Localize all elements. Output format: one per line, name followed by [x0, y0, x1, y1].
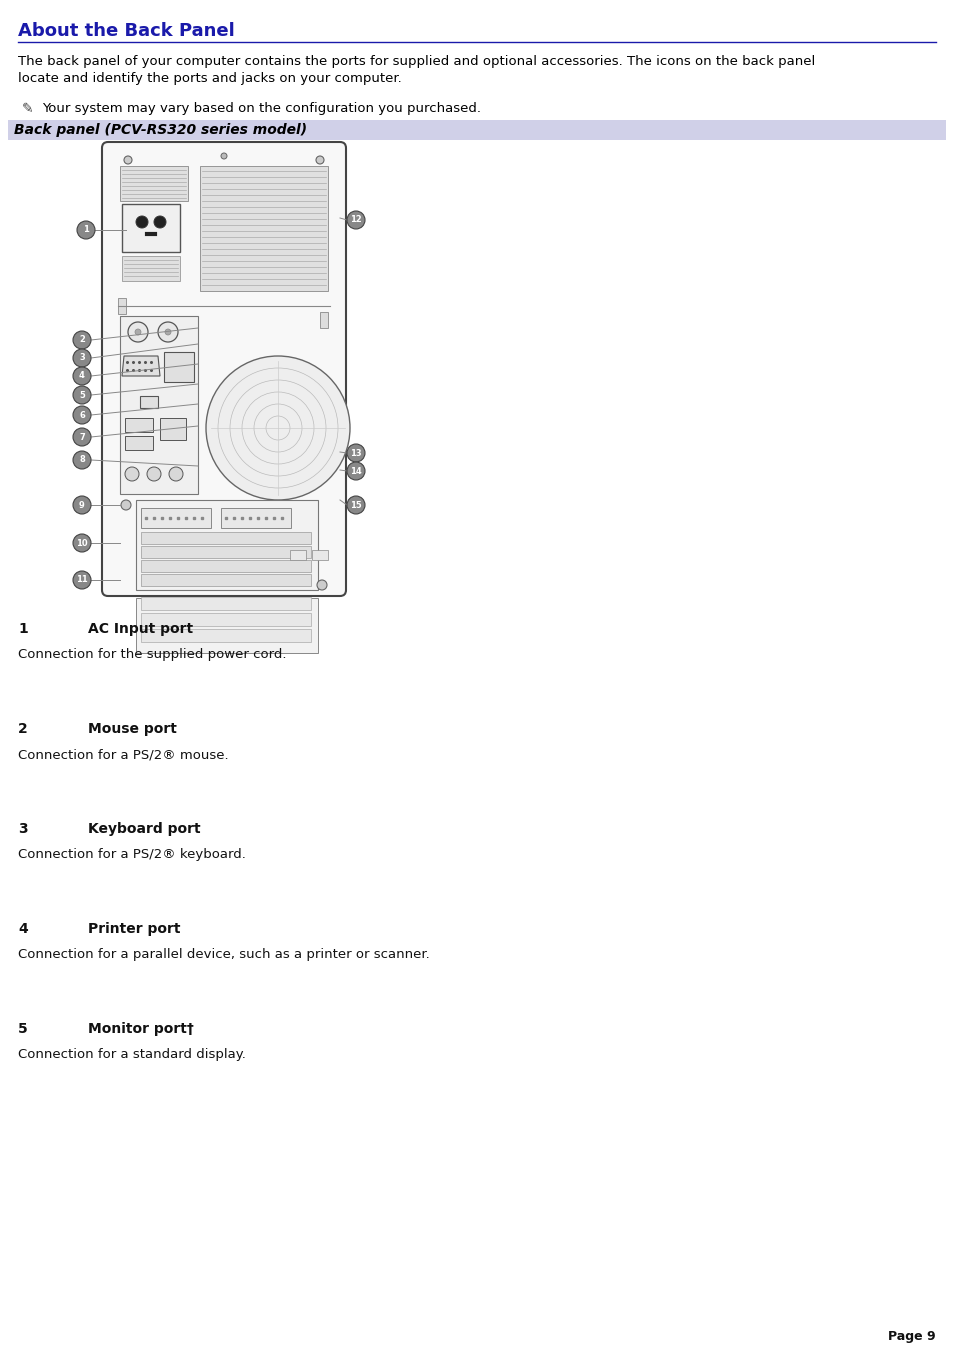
Circle shape	[73, 534, 91, 553]
Circle shape	[347, 462, 365, 480]
Circle shape	[73, 496, 91, 513]
Bar	[125, 436, 152, 450]
Text: 7: 7	[79, 432, 85, 442]
Text: 12: 12	[350, 216, 361, 224]
Bar	[141, 630, 311, 642]
Text: 3: 3	[18, 821, 28, 836]
Text: Keyboard port: Keyboard port	[88, 821, 200, 836]
Circle shape	[73, 331, 91, 349]
Circle shape	[73, 386, 91, 404]
Circle shape	[124, 155, 132, 163]
Text: 1: 1	[83, 226, 89, 235]
Bar	[118, 299, 126, 313]
Text: Connection for a standard display.: Connection for a standard display.	[18, 1048, 246, 1061]
Circle shape	[73, 367, 91, 385]
Bar	[141, 597, 311, 611]
Text: Printer port: Printer port	[88, 921, 180, 936]
Circle shape	[347, 496, 365, 513]
Text: Connection for the supplied power cord.: Connection for the supplied power cord.	[18, 648, 286, 661]
Bar	[8, 120, 945, 141]
Circle shape	[73, 451, 91, 469]
Text: 2: 2	[18, 721, 28, 736]
Text: Connection for a parallel device, such as a printer or scanner.: Connection for a parallel device, such a…	[18, 948, 429, 961]
Circle shape	[347, 211, 365, 230]
Circle shape	[73, 407, 91, 424]
Text: 5: 5	[79, 390, 85, 400]
Text: 2: 2	[79, 335, 85, 345]
Text: About the Back Panel: About the Back Panel	[18, 22, 234, 41]
Bar	[136, 500, 317, 590]
Circle shape	[77, 222, 95, 239]
Bar	[140, 396, 158, 408]
Text: 6: 6	[79, 411, 85, 420]
Bar	[122, 204, 180, 253]
Text: 14: 14	[350, 466, 361, 476]
Text: 11: 11	[76, 576, 88, 585]
Circle shape	[73, 428, 91, 446]
Circle shape	[206, 357, 350, 500]
Text: Connection for a PS/2® mouse.: Connection for a PS/2® mouse.	[18, 748, 229, 761]
Bar	[141, 532, 311, 544]
Text: 8: 8	[79, 455, 85, 465]
Circle shape	[147, 467, 161, 481]
Text: 10: 10	[76, 539, 88, 547]
Bar	[319, 312, 328, 328]
Bar	[141, 561, 311, 571]
Text: ✎: ✎	[22, 101, 33, 116]
Text: 9: 9	[79, 500, 85, 509]
Circle shape	[125, 467, 139, 481]
Circle shape	[73, 571, 91, 589]
Bar	[160, 417, 186, 440]
Text: AC Input port: AC Input port	[88, 621, 193, 636]
Circle shape	[128, 322, 148, 342]
Text: 4: 4	[18, 921, 28, 936]
Bar	[141, 546, 311, 558]
Text: Page 9: Page 9	[887, 1329, 935, 1343]
Text: Mouse port: Mouse port	[88, 721, 176, 736]
Bar	[141, 574, 311, 586]
Polygon shape	[122, 357, 160, 376]
Bar	[120, 316, 198, 494]
Bar	[290, 550, 306, 561]
Circle shape	[347, 444, 365, 462]
Text: 4: 4	[79, 372, 85, 381]
Bar	[164, 353, 193, 382]
Text: Monitor port†: Monitor port†	[88, 1021, 193, 1036]
Text: Your system may vary based on the configuration you purchased.: Your system may vary based on the config…	[42, 101, 480, 115]
Circle shape	[169, 467, 183, 481]
Circle shape	[165, 330, 171, 335]
Text: 13: 13	[350, 449, 361, 458]
Bar	[200, 166, 328, 290]
Bar	[221, 508, 291, 528]
Bar	[141, 613, 311, 626]
Bar	[141, 508, 211, 528]
Circle shape	[135, 330, 141, 335]
Circle shape	[315, 155, 324, 163]
Circle shape	[136, 216, 148, 228]
Circle shape	[73, 349, 91, 367]
Circle shape	[158, 322, 178, 342]
Text: 1: 1	[18, 621, 28, 636]
Bar	[125, 417, 152, 432]
Circle shape	[153, 216, 166, 228]
Text: Back panel (PCV-RS320 series model): Back panel (PCV-RS320 series model)	[14, 123, 307, 136]
Text: 15: 15	[350, 500, 361, 509]
Text: locate and identify the ports and jacks on your computer.: locate and identify the ports and jacks …	[18, 72, 401, 85]
Text: Connection for a PS/2® keyboard.: Connection for a PS/2® keyboard.	[18, 848, 246, 861]
Bar	[136, 598, 317, 653]
Bar	[312, 550, 328, 561]
Circle shape	[121, 500, 131, 509]
Circle shape	[316, 580, 327, 590]
Circle shape	[221, 153, 227, 159]
FancyBboxPatch shape	[102, 142, 346, 596]
Bar	[122, 255, 180, 281]
Text: 5: 5	[18, 1021, 28, 1036]
Text: The back panel of your computer contains the ports for supplied and optional acc: The back panel of your computer contains…	[18, 55, 815, 68]
Bar	[120, 166, 188, 201]
Text: 3: 3	[79, 354, 85, 362]
